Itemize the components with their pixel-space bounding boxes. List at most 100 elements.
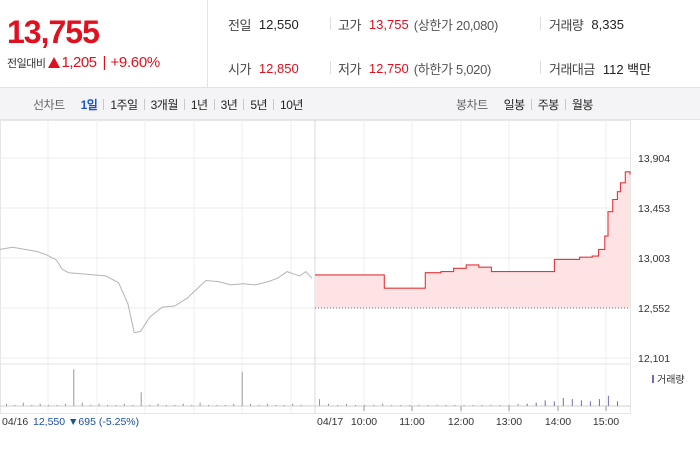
volume-bar	[472, 404, 474, 406]
y-tick-label: 13,003	[638, 253, 670, 265]
volume-bar	[39, 403, 41, 406]
prev-day-close-summary: 12,550 ▼695 (-5.25%)	[33, 416, 139, 428]
divider	[330, 17, 331, 30]
prev-day-price-line	[0, 246, 313, 334]
volume-bar	[6, 403, 7, 406]
divider	[243, 98, 245, 110]
volume-bar	[508, 404, 510, 406]
line-chart-periods: 선차트 1일 1주일 3개월 1년 3년 5년 10년	[33, 88, 309, 120]
volume-bar	[292, 403, 294, 406]
volume-bar	[233, 403, 235, 406]
volume-panel: 거래량	[0, 363, 685, 407]
chart-grid	[0, 120, 631, 414]
prev-close-cell: 전일 12,550	[228, 15, 299, 34]
period-1d[interactable]: 1일	[80, 97, 98, 112]
up-triangle-icon	[48, 57, 61, 68]
prev-close-label: 전일	[228, 18, 251, 33]
volume-bar	[391, 404, 393, 406]
y-tick-label: 13,453	[638, 203, 670, 215]
lower-limit: (하한가 5,020)	[413, 62, 492, 77]
volume-bar	[346, 403, 348, 406]
high-value: 13,755	[368, 17, 409, 32]
volume-bar	[149, 404, 151, 406]
volume-bar	[191, 404, 193, 406]
period-3y[interactable]: 3년	[220, 97, 238, 112]
x-tick-label: 14:00	[545, 416, 571, 428]
period-10y[interactable]: 10년	[280, 97, 303, 112]
x-tick-label: 10:00	[351, 416, 377, 428]
divider	[103, 98, 105, 110]
volume-bar	[535, 402, 537, 406]
volume-bar	[199, 402, 201, 406]
volume-bar	[617, 401, 618, 406]
volume-bar	[115, 404, 117, 406]
change-percent: +9.60%	[110, 54, 160, 71]
volume-bar	[364, 404, 366, 406]
volume-bar	[208, 404, 209, 406]
y-tick-label: 12,101	[638, 353, 670, 365]
intraday-chart: 13,904 13,453 13,003 12,552 12,101 거래량 04/16…	[0, 120, 685, 428]
today-price-line	[315, 171, 631, 289]
volume-bar	[107, 404, 108, 406]
volume-bar	[454, 404, 456, 406]
y-axis: 13,904 13,453 13,003 12,552 12,101	[638, 153, 670, 365]
x-tick-label: 13:00	[496, 416, 522, 428]
period-3m[interactable]: 3개월	[150, 97, 179, 112]
volume-bar	[553, 401, 555, 406]
volume-bar	[598, 399, 600, 406]
volume-bar	[373, 404, 375, 406]
period-toolbar: 선차트 1일 1주일 3개월 1년 3년 5년 10년 봉차트 일봉 주봉 월봉	[0, 88, 700, 120]
volume-bar	[224, 404, 226, 406]
volume-bar	[355, 404, 357, 406]
divider	[540, 61, 541, 74]
change-row: 전일대비 1,205 | +9.60%	[7, 54, 160, 71]
volume-bar	[98, 403, 100, 406]
period-5y[interactable]: 5년	[250, 97, 268, 112]
volume-bar	[445, 404, 447, 406]
volume-bar	[258, 404, 260, 406]
candle-chart-label: 봉차트	[456, 97, 488, 112]
y-tick-label: 13,904	[638, 153, 670, 165]
period-weekly[interactable]: 주봉	[537, 97, 560, 112]
volume-bar	[337, 404, 339, 406]
volume-bar	[481, 404, 483, 406]
volume-bar	[328, 403, 329, 406]
period-1w[interactable]: 1주일	[110, 97, 138, 112]
volume-bar	[64, 403, 66, 406]
y-tick-label: 12,552	[638, 303, 670, 315]
volume-legend-icon	[652, 375, 654, 383]
volume-bar	[300, 404, 302, 406]
volume-bar	[31, 404, 33, 406]
volume-bar	[463, 404, 465, 406]
low-cell: 저가 12,750 (하한가 5,020)	[338, 59, 491, 78]
period-1y[interactable]: 1년	[190, 97, 208, 112]
candle-chart-periods: 봉차트 일봉 주봉 월봉	[456, 88, 599, 120]
volume-bar	[81, 402, 83, 406]
volume-bar	[607, 395, 609, 406]
volume-bar	[409, 404, 411, 406]
divider	[530, 98, 532, 110]
open-cell: 시가 12,850	[228, 59, 299, 78]
divider	[564, 98, 566, 110]
prev-day-date-label: 04/16	[2, 416, 28, 428]
volume-label: 거래량	[549, 18, 584, 33]
upper-limit: (상한가 20,080)	[413, 18, 499, 33]
volume-bar	[165, 404, 167, 406]
volume-bar	[182, 403, 184, 406]
prev-day-layer	[0, 246, 313, 334]
change-label: 전일대비	[7, 57, 46, 70]
period-monthly[interactable]: 월봉	[571, 97, 594, 112]
high-cell: 고가 13,755 (상한가 20,080)	[338, 15, 498, 34]
period-daily[interactable]: 일봉	[503, 97, 526, 112]
trade-value-value: 112 백만	[602, 62, 652, 77]
x-axis: 04/16 12,550 ▼695 (-5.25%) 04/17 10:00 11:00…	[2, 406, 619, 428]
volume-legend-label: 거래량	[657, 374, 685, 386]
x-tick-label: 11:00	[399, 416, 425, 428]
volume-cell: 거래량 8,335	[549, 15, 624, 34]
volume-bar	[418, 404, 420, 406]
quote-panel: 13,755 전일대비 1,205 | +9.60% 전일 12,550 고가 …	[0, 0, 700, 88]
trade-value-cell: 거래대금 112 백만	[549, 59, 651, 78]
volume-bar	[562, 398, 564, 406]
today-date-label: 04/17	[317, 416, 343, 428]
high-label: 고가	[338, 18, 361, 33]
